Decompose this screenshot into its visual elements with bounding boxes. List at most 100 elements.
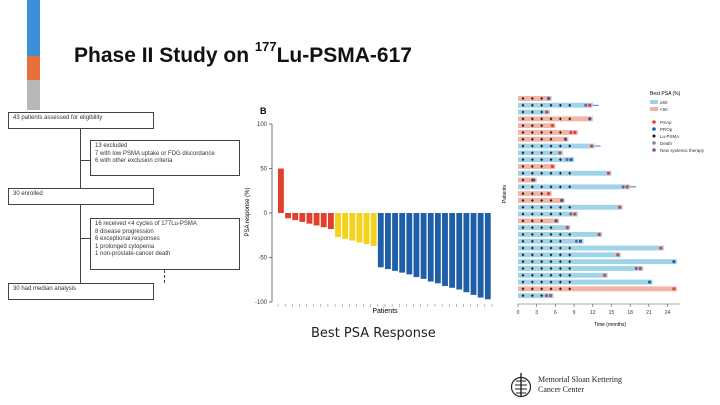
- waterfall-bar: [477, 213, 484, 298]
- waterfall-bar: [406, 213, 413, 275]
- legend-label: Death: [660, 141, 673, 146]
- lu-psma-marker: [568, 171, 572, 175]
- waterfall-bar: [399, 213, 406, 273]
- lu-psma-marker: [558, 144, 562, 148]
- swimmer-chart: Patients Time (months) Best PSA (%) ≥50 <…: [502, 91, 705, 328]
- lu-psma-marker: [530, 124, 534, 128]
- swimmer-bar: [518, 130, 578, 135]
- waterfall-bar: [320, 213, 327, 228]
- swimmer-bar: [518, 123, 556, 129]
- legend-label: <50: [660, 107, 668, 112]
- progression-marker: [672, 260, 676, 264]
- waterfall-bar: [484, 213, 491, 300]
- lu-psma-marker: [530, 239, 534, 243]
- progression-marker: [672, 287, 676, 291]
- x-tick-label: 9: [573, 310, 576, 316]
- legend-label: PROp: [660, 127, 673, 132]
- lu-psma-marker: [521, 158, 525, 162]
- swimmer-bar: [518, 102, 593, 108]
- swimmer-bar: [518, 293, 554, 299]
- lu-psma-marker: [530, 171, 534, 175]
- waterfall-bar: [285, 213, 291, 219]
- lu-psma-marker: [568, 260, 572, 264]
- lu-psma-marker: [521, 266, 525, 271]
- lu-psma-marker: [558, 103, 562, 107]
- waterfall-bar: [356, 213, 363, 243]
- lu-psma-marker: [540, 232, 544, 237]
- waterfall-bar: [278, 168, 284, 213]
- flow-box-assessed: 43 patients assessed for eligibility: [8, 112, 154, 129]
- lu-psma-marker: [521, 164, 525, 169]
- legend-swatch: [650, 100, 658, 104]
- lu-psma-marker: [530, 253, 534, 257]
- swimmer-bar: [518, 245, 664, 251]
- x-tick-label: 12: [590, 310, 596, 316]
- therapy-marker: [621, 185, 625, 189]
- lu-psma-marker: [549, 171, 553, 175]
- lu-psma-marker: [549, 280, 553, 284]
- progression-marker: [647, 280, 652, 284]
- accent-orange: [27, 56, 40, 80]
- lu-psma-marker: [521, 198, 525, 203]
- legend-swatch: [650, 107, 658, 111]
- lu-psma-marker: [540, 212, 544, 216]
- progression-marker: [597, 232, 601, 237]
- progression-marker: [550, 164, 554, 169]
- progression-marker: [545, 110, 549, 114]
- progression-marker: [638, 266, 642, 271]
- lu-psma-marker: [549, 137, 553, 141]
- progression-marker: [558, 151, 562, 155]
- waterfall-bar: [349, 213, 356, 241]
- lu-psma-marker: [540, 110, 544, 114]
- waterfall-bar: [420, 213, 427, 279]
- x-tick-label: 15: [609, 310, 615, 316]
- progression-marker: [573, 212, 577, 216]
- flow-connector: [80, 129, 81, 188]
- lu-psma-marker: [540, 260, 544, 264]
- lu-psma-marker: [568, 205, 572, 209]
- lu-psma-marker: [549, 260, 553, 264]
- lu-psma-marker: [558, 117, 562, 121]
- waterfall-chart: B PSA response (%) Patients 100 50 0 -50 -10…: [245, 106, 493, 315]
- progression-marker: [625, 185, 629, 189]
- lu-psma-marker: [540, 246, 544, 250]
- lu-psma-marker: [530, 246, 534, 250]
- lu-psma-marker: [568, 103, 572, 107]
- lu-psma-marker: [521, 178, 525, 182]
- lu-psma-marker: [540, 144, 544, 148]
- lu-psma-marker: [530, 164, 534, 169]
- y-tick-label: 100: [257, 122, 268, 128]
- lu-psma-marker: [521, 260, 525, 264]
- waterfall-bar: [313, 213, 320, 226]
- waterfall-bar: [299, 213, 306, 222]
- lu-psma-marker: [521, 253, 525, 257]
- lu-psma-marker: [521, 192, 525, 196]
- legend-label: PSAp: [660, 120, 672, 125]
- progression-marker: [547, 192, 551, 196]
- lu-psma-marker: [549, 151, 553, 155]
- flow-connector: [80, 205, 81, 283]
- progression-marker: [578, 239, 583, 243]
- waterfall-bar: [306, 213, 313, 224]
- progression-marker: [588, 103, 592, 107]
- waterfall-bar: [363, 213, 370, 245]
- waterfall-bar: [442, 213, 448, 286]
- waterfall-bar: [335, 213, 341, 238]
- lu-psma-marker: [521, 232, 525, 237]
- flow-box-excluded: 13 excluded 7 with low PSMA uptake or FD…: [90, 140, 240, 176]
- lu-psma-marker: [549, 198, 553, 203]
- progression-marker: [603, 273, 607, 277]
- progression-marker: [588, 117, 592, 121]
- lu-psma-marker: [540, 164, 544, 169]
- swimmer-bar: [518, 116, 593, 122]
- swimmer-bar: [518, 143, 595, 149]
- lu-psma-marker: [568, 144, 572, 148]
- legend-label: New systemic therapy: [660, 148, 705, 153]
- lu-psma-marker: [521, 287, 525, 291]
- legend-marker: [652, 134, 656, 138]
- lu-psma-marker: [568, 185, 572, 189]
- therapy-marker: [574, 239, 578, 243]
- logo-line-1: Memorial Sloan Kettering: [538, 375, 622, 384]
- lu-psma-marker: [549, 205, 553, 209]
- lu-psma-marker: [521, 185, 525, 189]
